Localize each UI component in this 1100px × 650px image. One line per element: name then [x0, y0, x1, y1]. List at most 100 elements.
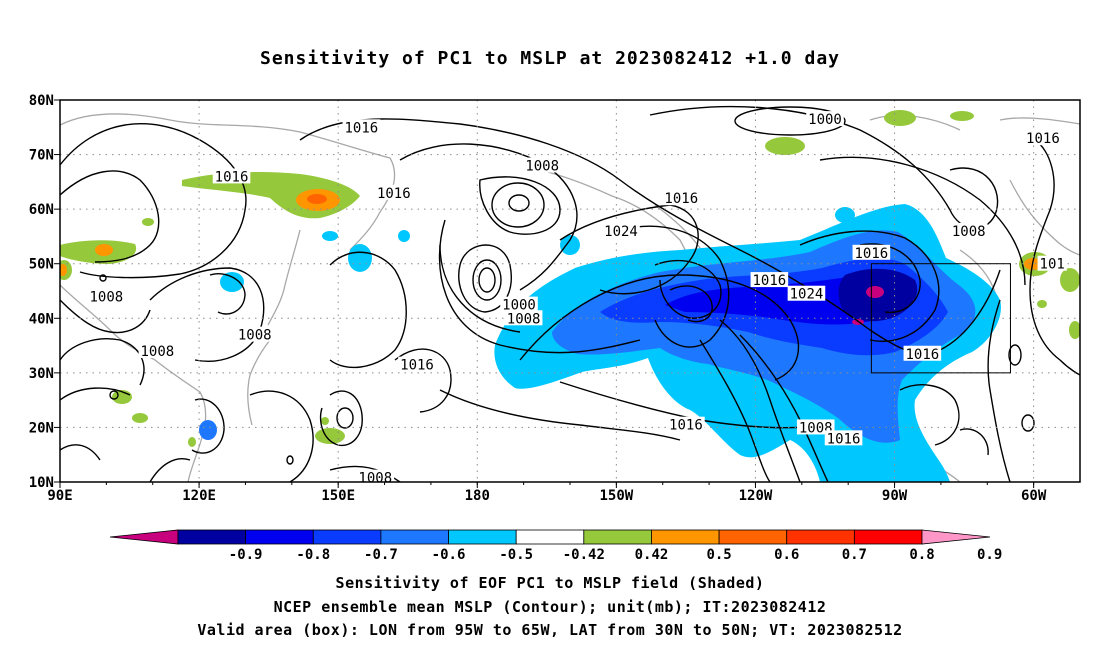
contour-label-bg: [504, 310, 543, 326]
colorbar-label: 0.5: [706, 547, 731, 563]
figure-title: Sensitivity of PC1 to MSLP at 2023082412…: [259, 48, 840, 69]
colorbar-label: -0.5: [499, 547, 533, 563]
caption-line-3: Valid area (box): LON from 95W to 65W, L…: [197, 621, 903, 639]
latitude-labels: 80N 70N 60N 50N 40N 30N 20N 10N: [29, 93, 54, 491]
colorbar-label: 0.7: [842, 547, 867, 563]
colorbar-segment: [448, 529, 517, 545]
colorbar-label: -0.42: [563, 547, 605, 563]
contour-label-bg: [903, 345, 942, 361]
contour-label: 1016: [215, 169, 249, 185]
colorbar-segment: [651, 529, 720, 545]
lon-label: 120E: [182, 488, 216, 504]
lon-label: 120W: [739, 488, 773, 504]
colorbar-segment: [853, 529, 923, 545]
colorbar-label: 0.8: [909, 547, 934, 563]
contour-label: 1016: [753, 273, 787, 289]
contour-label-bg: [852, 244, 891, 260]
colorbar-low-arrow: [109, 529, 179, 545]
contour-label: 1016: [400, 358, 434, 374]
contour-label: 1024: [790, 287, 824, 303]
contour-label-bg: [87, 288, 126, 304]
colorbar-label: -0.8: [296, 547, 330, 563]
contour-label: 1008: [507, 311, 541, 327]
contour-label-bg: [235, 326, 274, 342]
caption-line-2: NCEP ensemble mean MSLP (Contour); unit(…: [273, 598, 827, 616]
contour-label-bg: [667, 416, 705, 432]
contour-label-bg: [212, 168, 251, 184]
colorbar-label: -0.9: [229, 547, 263, 563]
contour-label: 1008: [141, 344, 175, 360]
lon-label: 180: [465, 488, 490, 504]
contour-label: 101: [1040, 257, 1065, 273]
colorbar-segment: [177, 529, 247, 545]
colorbar: -0.9 -0.8 -0.7 -0.6 -0.5 -0.42 0.42 0.5 0.6 0.7 0.…: [109, 529, 1002, 563]
contour-label-bg: [356, 469, 395, 485]
contour-label-bg: [500, 296, 538, 312]
contour-label: 1016: [855, 246, 889, 262]
contour-label-bg: [662, 190, 701, 206]
contour-label-bg: [398, 356, 436, 372]
colorbar-label: -0.6: [432, 547, 466, 563]
lon-label: 90W: [882, 488, 908, 504]
mslp-contours: [60, 105, 1080, 482]
contour-label: 1016: [906, 347, 940, 363]
colorbar-label: 0.6: [774, 547, 799, 563]
lon-label: 90E: [47, 488, 72, 504]
colorbar-label: 0.42: [635, 547, 669, 563]
contour-label-bg: [824, 430, 863, 446]
colorbar-high-arrow: [921, 529, 991, 545]
contour-label-bg: [1024, 130, 1062, 146]
valid-area-box: [870, 263, 1011, 374]
contour-label: 1008: [799, 420, 833, 436]
colorbar-segment: [380, 529, 449, 545]
contour-label: 1008: [90, 289, 124, 305]
contour-label-bg: [1037, 255, 1067, 271]
lon-label: 150W: [600, 488, 634, 504]
colorbar-segment: [245, 529, 314, 545]
lat-label: 20N: [29, 420, 54, 436]
contour-label: 1016: [664, 191, 698, 207]
contour-label-bg: [375, 184, 413, 200]
contour-label: 1008: [238, 328, 272, 344]
contour-label: 1000: [808, 112, 842, 128]
colorbar-segment: [583, 529, 652, 545]
contour-label: 1008: [358, 471, 392, 487]
contour-label: 1024: [604, 224, 638, 240]
caption-line-1: Sensitivity of EOF PC1 to MSLP field (Sh…: [335, 574, 765, 592]
contour-label: 1016: [1026, 131, 1060, 147]
contour-label: 1016: [827, 431, 861, 447]
contour-label-bg: [523, 157, 561, 173]
colorbar-segment: [786, 529, 855, 545]
lat-label: 50N: [29, 257, 54, 273]
contour-label: 1016: [377, 186, 411, 202]
lat-label: 80N: [29, 93, 54, 109]
lon-label: 150E: [321, 488, 355, 504]
contour-label: 1016: [669, 418, 703, 434]
contour-label-bg: [138, 343, 177, 359]
lat-label: 40N: [29, 311, 54, 327]
positive-sensitivity-regions: [60, 110, 1080, 447]
lon-label: 60W: [1021, 488, 1047, 504]
colorbar-segment: [515, 529, 585, 545]
contour-label: 1000: [502, 298, 536, 314]
colorbar-label: 0.9: [977, 547, 1002, 563]
contour-label: 1016: [345, 120, 379, 136]
lat-lon-grid: [60, 100, 1080, 482]
contour-label-bg: [342, 119, 381, 135]
lat-label: 60N: [29, 202, 54, 218]
lat-label: 10N: [29, 475, 54, 491]
contour-label-bg: [750, 272, 789, 288]
longitude-labels: 90E 120E 150E 180 150W 120W 90W 60W: [47, 488, 1046, 504]
colorbar-segment: [312, 529, 382, 545]
axis-ticks: [54, 99, 1035, 488]
colorbar-label: -0.7: [364, 547, 398, 563]
lat-label: 30N: [29, 366, 54, 382]
contour-label-bg: [949, 222, 988, 238]
contour-label-bg: [787, 285, 826, 301]
lat-label: 70N: [29, 148, 54, 164]
colorbar-segment: [718, 529, 788, 545]
contour-label-bg: [602, 222, 640, 238]
contour-label-bg: [806, 111, 844, 127]
